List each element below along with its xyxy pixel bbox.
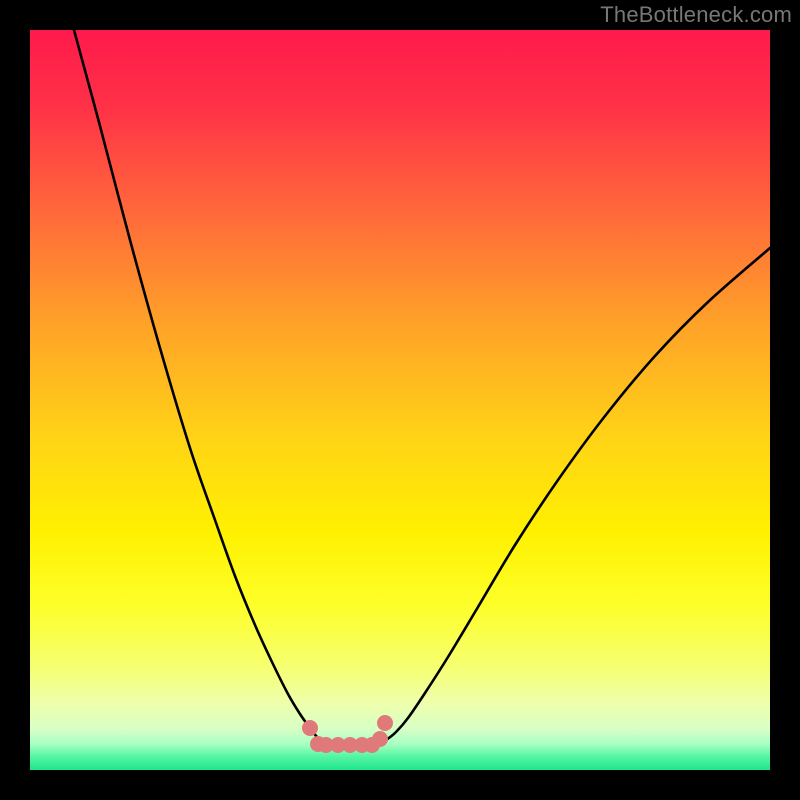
watermark-label: TheBottleneck.com xyxy=(600,2,792,28)
chart-frame: TheBottleneck.com xyxy=(0,0,800,800)
marker-dot xyxy=(372,731,388,747)
bottleneck-chart xyxy=(0,0,800,800)
plot-background xyxy=(30,30,770,770)
marker-dot xyxy=(377,715,393,731)
marker-dot xyxy=(302,720,318,736)
